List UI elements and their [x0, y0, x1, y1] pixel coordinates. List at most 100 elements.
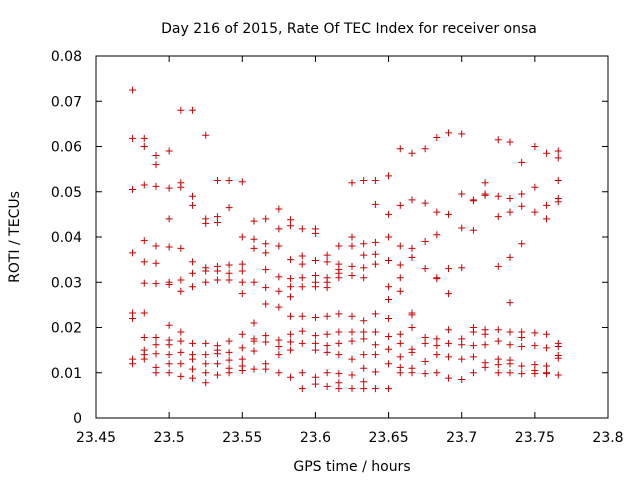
data-point [225, 204, 233, 212]
data-point [494, 262, 502, 270]
data-point [531, 361, 539, 369]
data-point [152, 161, 160, 169]
data-point [385, 314, 393, 322]
data-point [469, 369, 477, 377]
data-point [518, 240, 526, 248]
data-point [348, 355, 356, 363]
data-point [262, 249, 270, 257]
data-point [458, 130, 466, 138]
data-point [531, 370, 539, 378]
x-tick-label: 23.65 [369, 430, 409, 446]
data-point [213, 219, 221, 227]
data-point [543, 330, 551, 338]
data-point [202, 351, 210, 359]
data-point [469, 353, 477, 361]
data-point [385, 360, 393, 368]
data-point [189, 192, 197, 200]
data-point [396, 274, 404, 282]
data-point [275, 205, 283, 213]
data-point [250, 347, 258, 355]
data-point [177, 360, 185, 368]
data-point [311, 257, 319, 265]
data-point [189, 339, 197, 347]
data-point [152, 333, 160, 341]
data-point [152, 280, 160, 288]
data-point [396, 339, 404, 347]
data-point [177, 337, 185, 345]
data-point [140, 143, 148, 150]
data-point [323, 258, 331, 266]
data-point [262, 215, 270, 223]
data-point [408, 196, 416, 204]
data-point [238, 278, 246, 286]
data-point [323, 312, 331, 320]
data-point [385, 257, 393, 265]
data-point [506, 299, 514, 307]
data-point [506, 253, 514, 261]
data-point [238, 366, 246, 374]
data-point [298, 369, 306, 377]
data-point [177, 372, 185, 380]
data-point [165, 281, 173, 289]
data-point [298, 385, 306, 393]
data-point [506, 138, 514, 146]
data-point [360, 274, 368, 282]
data-point [360, 240, 368, 248]
data-point [360, 328, 368, 336]
x-tick-label: 23.6 [300, 430, 331, 446]
data-point [287, 222, 295, 230]
data-point [506, 208, 514, 216]
data-point [360, 364, 368, 372]
data-point [311, 346, 319, 354]
data-point [458, 355, 466, 363]
data-point [494, 136, 502, 144]
data-point [506, 341, 514, 349]
data-point [323, 251, 331, 259]
data-point [554, 354, 562, 362]
x-tick-label: 23.45 [76, 430, 116, 446]
data-point [348, 385, 356, 393]
chart-title: Day 216 of 2015, Rate Of TEC Index for r… [161, 21, 537, 37]
data-point [225, 276, 233, 284]
data-point [275, 351, 283, 359]
data-point [238, 330, 246, 338]
data-point [481, 191, 489, 199]
data-point [421, 145, 429, 153]
data-point [140, 355, 148, 363]
data-point [469, 197, 477, 205]
data-point [165, 369, 173, 377]
data-point [129, 314, 137, 322]
data-point [262, 332, 270, 340]
data-point [152, 152, 160, 160]
data-point [371, 368, 379, 376]
data-point [360, 251, 368, 259]
data-point [518, 202, 526, 210]
data-point [250, 278, 258, 286]
data-point [287, 330, 295, 338]
data-point [298, 283, 306, 291]
plot-frame [95, 55, 609, 419]
data-point [287, 346, 295, 354]
data-point [189, 106, 197, 114]
data-point [408, 324, 416, 331]
data-point [458, 224, 466, 232]
data-point [287, 283, 295, 291]
data-point [129, 134, 137, 142]
data-point [262, 240, 270, 248]
data-point [275, 287, 283, 295]
data-point [506, 195, 514, 203]
data-point [140, 279, 148, 287]
y-tick-label: 0 [73, 411, 82, 427]
data-point [262, 365, 270, 373]
data-point [335, 385, 343, 393]
data-point [129, 185, 137, 193]
data-point [287, 338, 295, 346]
axes: 23.45 23.5 23.55 23.6 23.65 23.7 23.75 23.8 0 0.0… [51, 49, 624, 446]
data-point [287, 216, 295, 224]
data-point [323, 348, 331, 356]
data-point [554, 154, 562, 162]
data-point [189, 258, 197, 266]
data-point [177, 244, 185, 252]
data-point [554, 371, 562, 379]
